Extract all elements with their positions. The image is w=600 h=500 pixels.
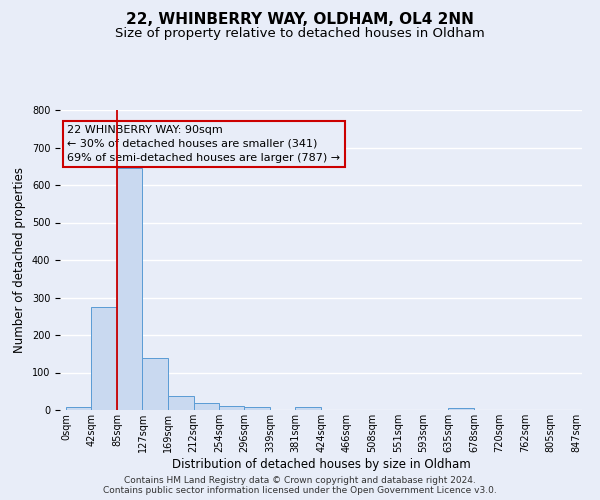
- Bar: [117, 168, 142, 410]
- Bar: [295, 407, 322, 410]
- Text: 22 WHINBERRY WAY: 90sqm
← 30% of detached houses are smaller (341)
69% of semi-d: 22 WHINBERRY WAY: 90sqm ← 30% of detache…: [67, 125, 340, 163]
- Bar: [168, 396, 194, 410]
- Text: Size of property relative to detached houses in Oldham: Size of property relative to detached ho…: [115, 28, 485, 40]
- Bar: [91, 307, 117, 410]
- Y-axis label: Number of detached properties: Number of detached properties: [13, 167, 26, 353]
- Bar: [66, 407, 91, 410]
- Bar: [219, 406, 244, 410]
- Bar: [244, 407, 270, 410]
- Bar: [194, 403, 219, 410]
- Text: 22, WHINBERRY WAY, OLDHAM, OL4 2NN: 22, WHINBERRY WAY, OLDHAM, OL4 2NN: [126, 12, 474, 28]
- Text: Contains public sector information licensed under the Open Government Licence v3: Contains public sector information licen…: [103, 486, 497, 495]
- Bar: [142, 358, 168, 410]
- Text: Contains HM Land Registry data © Crown copyright and database right 2024.: Contains HM Land Registry data © Crown c…: [124, 476, 476, 485]
- X-axis label: Distribution of detached houses by size in Oldham: Distribution of detached houses by size …: [172, 458, 470, 470]
- Bar: [448, 408, 474, 410]
